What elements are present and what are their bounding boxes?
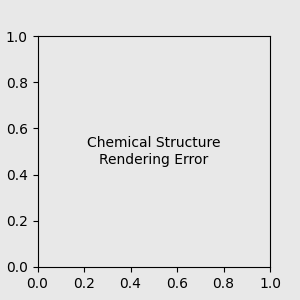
Text: Chemical Structure
Rendering Error: Chemical Structure Rendering Error [87, 136, 220, 166]
